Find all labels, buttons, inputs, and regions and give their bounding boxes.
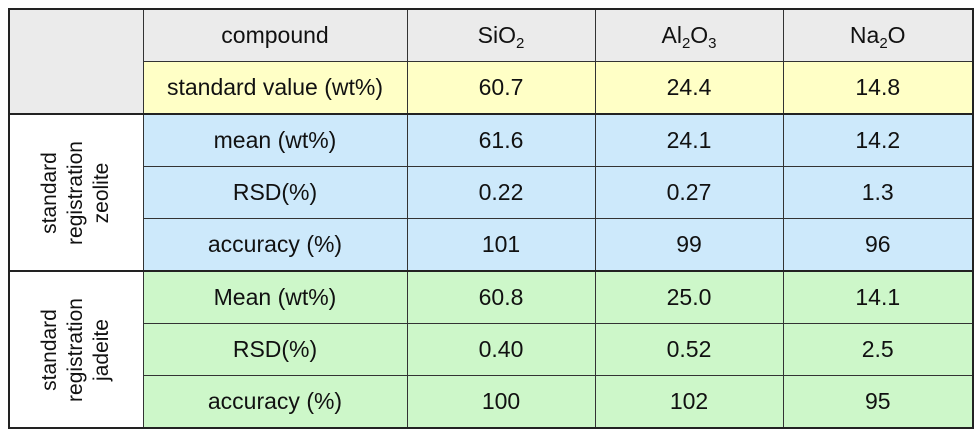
- table-cell: 101: [406, 218, 596, 272]
- row-label: accuracy (%): [142, 218, 408, 272]
- table-row: standard registration zeolite mean (wt%)…: [8, 113, 974, 272]
- table-cell: 96: [782, 218, 974, 272]
- table-cell: 25.0: [594, 270, 784, 324]
- row-label: RSD(%): [142, 166, 408, 219]
- standard-value-cell: 60.7: [406, 61, 596, 115]
- composition-table: compound SiO2 Al2O3 Na2O standard value …: [8, 8, 974, 429]
- table-row: standard registration jadeite Mean (wt%)…: [8, 270, 974, 429]
- table-cell: 14.1: [782, 270, 974, 324]
- table-cell: 0.27: [594, 166, 784, 219]
- table-cell: 0.40: [406, 323, 596, 376]
- table-row: RSD(%) 0.40 0.52 2.5: [9, 323, 974, 376]
- standard-value-row: standard value (wt%) 60.7 24.4 14.8: [9, 61, 974, 115]
- compound-header: compound: [142, 8, 408, 62]
- corner-cell: [8, 8, 144, 115]
- table-row: accuracy (%) 100 102 95: [9, 375, 974, 429]
- column-header-al2o3: Al2O3: [594, 8, 784, 62]
- column-header-sio2: SiO2: [406, 8, 596, 62]
- standard-value-cell: 24.4: [594, 61, 784, 115]
- table-cell: 60.8: [406, 270, 596, 324]
- table-cell: 24.1: [594, 113, 784, 167]
- standard-value-label: standard value (wt%): [142, 61, 408, 115]
- column-header-na2o: Na2O: [782, 8, 974, 62]
- standard-value-cell: 14.8: [782, 61, 974, 115]
- table-row: accuracy (%) 101 99 96: [9, 218, 974, 272]
- table-cell: 61.6: [406, 113, 596, 167]
- row-label: accuracy (%): [142, 375, 408, 429]
- table-cell: 2.5: [782, 323, 974, 376]
- table-cell: 0.52: [594, 323, 784, 376]
- group-label-zeolite: standard registration zeolite: [8, 113, 144, 272]
- row-label: mean (wt%): [142, 113, 408, 167]
- table-cell: 0.22: [406, 166, 596, 219]
- table-cell: 14.2: [782, 113, 974, 167]
- row-label: Mean (wt%): [142, 270, 408, 324]
- table-cell: 100: [406, 375, 596, 429]
- group-label-jadeite: standard registration jadeite: [8, 270, 144, 429]
- header-row: compound SiO2 Al2O3 Na2O: [8, 8, 974, 115]
- table-cell: 1.3: [782, 166, 974, 219]
- row-label: RSD(%): [142, 323, 408, 376]
- table-cell: 95: [782, 375, 974, 429]
- table-cell: 99: [594, 218, 784, 272]
- table-cell: 102: [594, 375, 784, 429]
- table-row: RSD(%) 0.22 0.27 1.3: [9, 166, 974, 219]
